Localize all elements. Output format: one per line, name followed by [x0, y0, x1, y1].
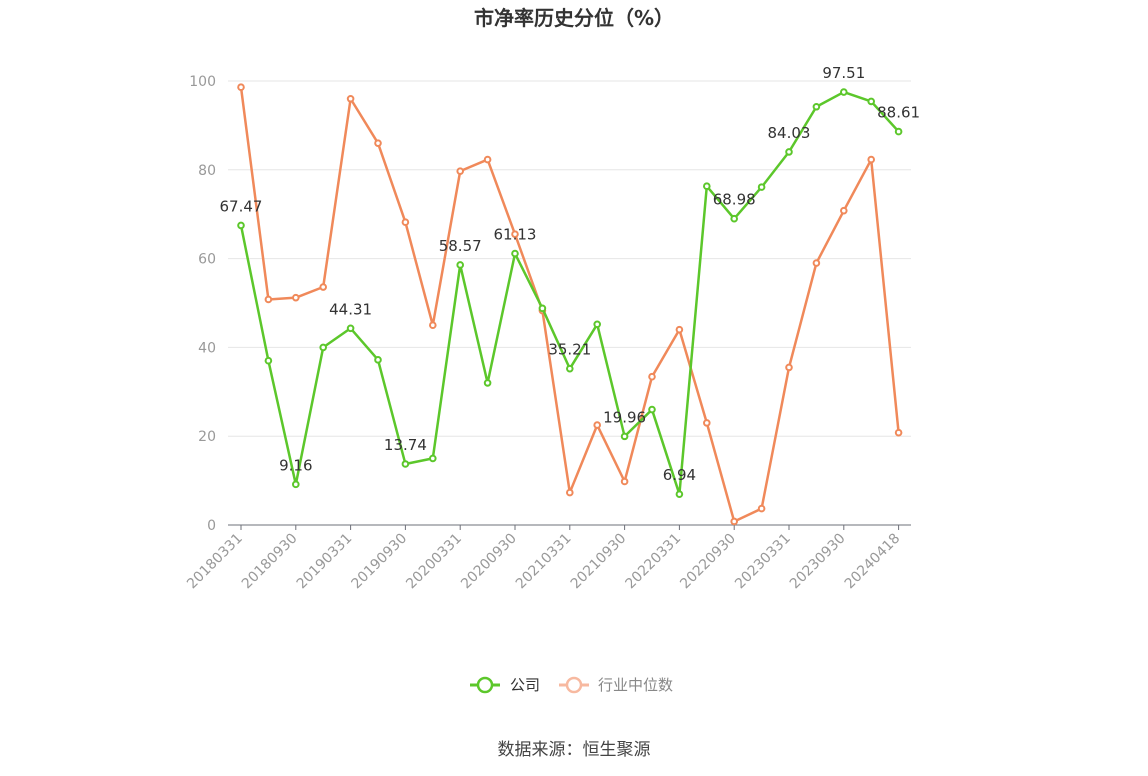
x-tick-label: 20200930 [458, 531, 520, 593]
data-point[interactable] [401, 460, 410, 468]
data-point[interactable] [429, 454, 437, 463]
data-label: 88.61 [877, 104, 920, 122]
data-point[interactable] [840, 206, 848, 215]
data-point[interactable] [648, 372, 656, 381]
data-point[interactable] [620, 477, 629, 486]
y-tick-label: 40 [198, 340, 216, 356]
data-label: 19.96 [603, 408, 646, 426]
data-label: 44.31 [329, 300, 372, 318]
legend-industry-label: 行业中位数 [598, 676, 673, 694]
x-tick-label: 20210331 [513, 531, 575, 593]
data-point[interactable] [593, 320, 602, 329]
data-point[interactable] [840, 88, 848, 96]
data-point[interactable] [456, 261, 465, 269]
data-point[interactable] [237, 221, 245, 230]
x-tick-label: 20200331 [403, 531, 465, 593]
data-label: 13.74 [384, 436, 427, 454]
data-point[interactable] [703, 182, 711, 191]
data-point[interactable] [648, 405, 656, 414]
x-tick-label: 20190331 [294, 531, 356, 593]
data-point[interactable] [812, 259, 821, 267]
x-tick-label: 20180331 [184, 531, 246, 593]
data-point[interactable] [374, 139, 382, 147]
data-point[interactable] [483, 155, 492, 164]
data-point[interactable] [894, 428, 903, 437]
data-point[interactable] [346, 324, 355, 333]
data-point[interactable] [237, 83, 245, 92]
data-point[interactable] [812, 102, 821, 111]
data-point[interactable] [620, 432, 629, 441]
y-tick-label: 80 [198, 163, 216, 179]
data-point[interactable] [757, 504, 766, 513]
y-tick-label: 0 [207, 518, 216, 534]
data-point[interactable] [319, 343, 328, 352]
data-point[interactable] [785, 148, 793, 156]
data-point[interactable] [292, 293, 300, 302]
data-point[interactable] [483, 379, 492, 387]
legend-item-company[interactable]: 公司 [470, 676, 540, 694]
y-tick-label: 100 [189, 74, 216, 90]
data-label: 35.21 [548, 341, 591, 359]
data-point[interactable] [456, 167, 465, 175]
series-industry-median [237, 83, 903, 526]
data-label: 67.47 [220, 197, 263, 215]
data-point[interactable] [511, 249, 519, 258]
data-point[interactable] [730, 517, 739, 526]
x-tick-label: 20240418 [842, 531, 904, 593]
data-point[interactable] [757, 183, 766, 191]
data-point[interactable] [703, 419, 711, 427]
series-layer [237, 83, 903, 526]
y-tick-label: 20 [198, 429, 216, 445]
series-company [237, 88, 903, 498]
data-point[interactable] [593, 421, 602, 429]
legend-item-industry-median[interactable]: 行业中位数 [559, 676, 673, 694]
data-point[interactable] [264, 356, 273, 365]
legend-company-marker [476, 676, 494, 694]
data-point[interactable] [867, 155, 876, 164]
data-label: 61.13 [494, 226, 537, 244]
y-tick-label: 60 [198, 252, 216, 268]
data-point[interactable] [675, 490, 684, 498]
data-label: 84.03 [768, 124, 811, 142]
data-point[interactable] [785, 363, 793, 372]
data-point[interactable] [566, 364, 574, 373]
data-point[interactable] [264, 295, 273, 304]
x-tick-label: 20220930 [677, 531, 739, 593]
data-point[interactable] [319, 283, 328, 291]
data-label: 6.94 [663, 466, 696, 484]
data-label: 97.51 [822, 64, 865, 82]
data-point[interactable] [867, 97, 876, 106]
data-label: 58.57 [439, 237, 482, 255]
data-point[interactable] [401, 218, 410, 226]
y-axis: 0 20 40 60 80 100 [189, 74, 216, 534]
data-point[interactable] [730, 214, 739, 223]
x-tick-label: 20180930 [239, 531, 301, 593]
data-labels: 67.47 9.16 44.31 13.74 58.57 61.13 35.21 19.96 6… [220, 64, 921, 484]
chart-title: 市净率历史分位（%） [474, 6, 674, 30]
x-tick-label: 20220331 [623, 531, 685, 593]
data-point[interactable] [429, 321, 437, 330]
data-point[interactable] [894, 127, 903, 136]
data-point[interactable] [511, 230, 519, 238]
legend-company-label: 公司 [510, 676, 540, 694]
data-source: 数据来源：恒生聚源 [498, 740, 651, 760]
legend-industry-marker [565, 676, 583, 694]
data-label: 9.16 [279, 456, 312, 474]
data-point[interactable] [675, 325, 684, 334]
legend: 公司 行业中位数 [470, 676, 673, 694]
data-point[interactable] [566, 488, 574, 497]
data-point[interactable] [292, 480, 300, 489]
data-point[interactable] [346, 94, 355, 103]
x-tick-label: 20210930 [568, 531, 630, 593]
data-point[interactable] [538, 304, 547, 313]
data-point[interactable] [374, 356, 382, 364]
grid-lines [228, 80, 911, 437]
series-line [239, 90, 900, 496]
data-label: 68.98 [713, 191, 756, 209]
x-tick-label: 20190930 [349, 531, 411, 593]
x-tick-label: 20230930 [787, 531, 849, 593]
x-tick-label: 20230331 [732, 531, 794, 593]
x-axis: 2018033120180930201903312019093020200331… [184, 524, 911, 593]
